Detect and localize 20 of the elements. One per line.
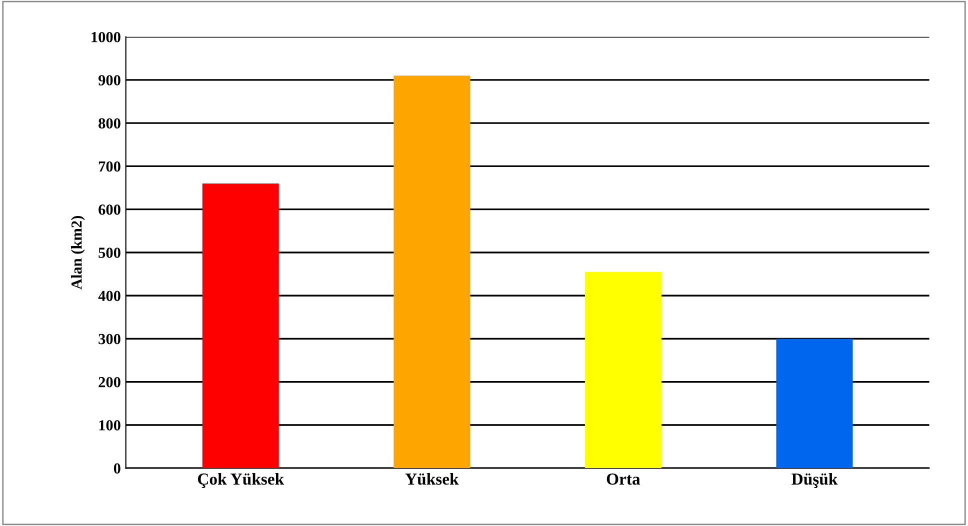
y-tick-label: 900 [98, 75, 120, 86]
bar [776, 338, 853, 468]
x-tick-label: Yüksek [405, 473, 459, 485]
x-tick-label: Düşük [792, 473, 838, 488]
y-tick-label: 1000 [92, 32, 120, 42]
y-tick-label: 600 [98, 204, 120, 215]
x-tick-label: Çok Yüksek [198, 473, 284, 488]
x-tick-label: Orta [606, 474, 640, 485]
y-tick-label: 200 [98, 377, 120, 388]
y-tick-label: 700 [98, 161, 120, 172]
y-tick-label: 300 [98, 334, 120, 344]
y-tick-label: 500 [98, 248, 120, 258]
bar [202, 183, 279, 468]
y-tick-label: 100 [99, 420, 120, 430]
y-axis-title: Alan (km2) [71, 216, 85, 290]
y-tick-label: 0 [114, 463, 120, 474]
y-tick-label: 400 [98, 290, 120, 302]
y-tick-label: 800 [98, 118, 120, 129]
bar [394, 76, 470, 468]
bar [584, 272, 662, 468]
